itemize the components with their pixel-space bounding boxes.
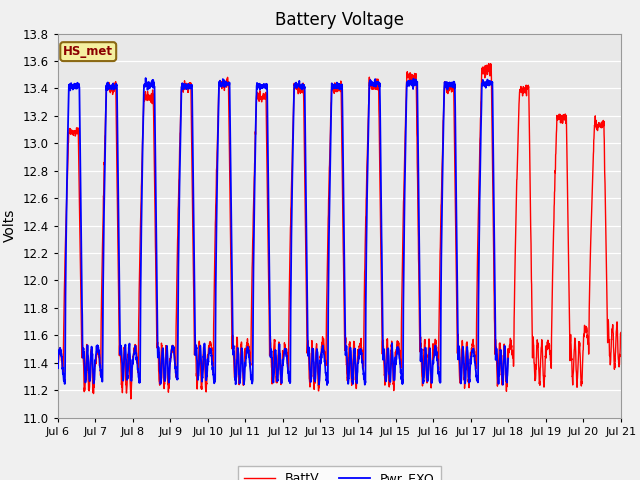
BattV: [54, 363, 61, 369]
Pwr_EXO: [118, 354, 125, 360]
Pwr_EXO: [152, 147, 159, 153]
Title: Battery Voltage: Battery Voltage: [275, 11, 404, 29]
BattV: [127, 396, 134, 402]
BattV: [485, 60, 493, 66]
Y-axis label: Volts: Volts: [3, 209, 17, 242]
BattV: [545, 342, 553, 348]
Line: Pwr_EXO: Pwr_EXO: [58, 78, 508, 385]
Text: HS_met: HS_met: [63, 45, 113, 58]
Pwr_EXO: [54, 360, 61, 365]
BattV: [152, 244, 159, 250]
BattV: [606, 360, 614, 366]
BattV: [617, 330, 625, 336]
BattV: [118, 384, 125, 389]
Line: BattV: BattV: [58, 63, 621, 399]
Pwr_EXO: [269, 377, 277, 383]
Pwr_EXO: [294, 83, 302, 89]
BattV: [270, 346, 278, 352]
BattV: [294, 91, 302, 96]
Legend: BattV, Pwr_EXO: BattV, Pwr_EXO: [237, 466, 441, 480]
